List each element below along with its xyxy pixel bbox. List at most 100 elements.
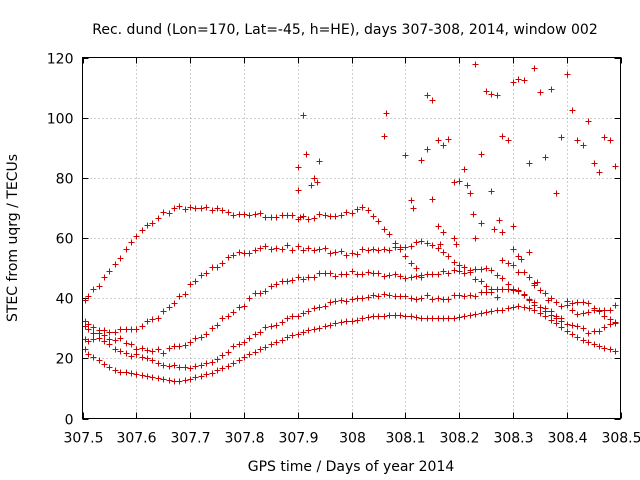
data-point [418, 274, 425, 281]
data-point [209, 325, 216, 332]
data-point [429, 196, 436, 203]
data-point [392, 271, 399, 278]
data-point [569, 331, 576, 338]
y-tick-labels: 0 20 40 60 80 100 120 [47, 52, 74, 429]
data-point [268, 323, 275, 330]
data-point [214, 367, 221, 374]
data-point [359, 271, 366, 278]
x-tick-label: 307.8 [224, 431, 264, 447]
data-point [499, 307, 506, 314]
data-point [133, 371, 140, 378]
data-point [289, 277, 296, 284]
data-point [472, 266, 479, 273]
data-point [585, 300, 592, 307]
data-point [171, 205, 178, 212]
data-point [574, 137, 581, 144]
data-point [257, 245, 264, 252]
data-point [230, 252, 237, 259]
data-point [478, 266, 485, 273]
data-point [365, 247, 372, 254]
data-point [327, 250, 334, 257]
data-point [499, 229, 506, 236]
data-point [166, 377, 173, 384]
data-point [182, 291, 189, 298]
data-point [295, 313, 302, 320]
data-point [569, 322, 576, 329]
data-point [176, 293, 183, 300]
data-point [273, 245, 280, 252]
data-point [397, 312, 404, 319]
data-point [289, 247, 296, 254]
data-point [413, 239, 420, 246]
data-point [365, 207, 372, 214]
data-point [160, 350, 167, 357]
data-point [488, 308, 495, 315]
data-point [542, 290, 549, 297]
data-point [440, 142, 447, 149]
data-point [381, 291, 388, 298]
data-point [246, 351, 253, 358]
data-point [230, 309, 237, 316]
data-point [106, 329, 113, 336]
data-point [90, 336, 97, 343]
data-point [149, 374, 156, 381]
data-point [203, 204, 210, 211]
data-point [182, 206, 189, 213]
data-point [478, 310, 485, 317]
data-point [311, 247, 318, 254]
data-point [365, 314, 372, 321]
data-point [166, 363, 173, 370]
data-point [198, 205, 205, 212]
data-point [505, 281, 512, 288]
data-point [343, 318, 350, 325]
data-point [418, 238, 425, 245]
chart-title: Rec. dund (Lon=170, Lat=-45, h=HE), days… [92, 22, 598, 38]
data-point [82, 346, 89, 353]
data-point [359, 295, 366, 302]
data-point [106, 364, 113, 371]
data-point [101, 274, 108, 281]
data-point [305, 327, 312, 334]
data-point [402, 293, 409, 300]
data-point [225, 209, 232, 216]
data-point [499, 286, 506, 293]
data-point [510, 223, 517, 230]
x-tick-label: 308 [339, 431, 366, 447]
data-point [456, 262, 463, 269]
data-point [526, 274, 533, 281]
data-point [464, 182, 471, 189]
data-point [155, 360, 162, 367]
data-point [176, 343, 183, 350]
data-point [106, 268, 113, 275]
data-point [601, 134, 608, 141]
data-point [90, 354, 97, 361]
data-point [386, 312, 393, 319]
data-point [596, 169, 603, 176]
data-point [435, 137, 442, 144]
data-point [112, 261, 119, 268]
data-point [284, 278, 291, 285]
data-point [510, 79, 517, 86]
data-point [230, 343, 237, 350]
data-point [408, 295, 415, 302]
data-point [273, 339, 280, 346]
data-point [370, 246, 377, 253]
data-point [85, 293, 92, 300]
data-point [596, 328, 603, 335]
y-tick-label: 80 [56, 172, 74, 188]
data-point [445, 296, 452, 303]
data-point [386, 231, 393, 238]
data-point [585, 118, 592, 125]
data-point [461, 270, 468, 277]
data-point [214, 356, 221, 363]
data-point [236, 249, 243, 256]
data-point [435, 295, 442, 302]
data-point [574, 311, 581, 318]
y-tick-label: 20 [56, 352, 74, 368]
data-point [445, 315, 452, 322]
data-point [187, 281, 194, 288]
data-point [128, 341, 135, 348]
data-point [505, 260, 512, 267]
data-point [580, 325, 587, 332]
data-point [451, 259, 458, 266]
